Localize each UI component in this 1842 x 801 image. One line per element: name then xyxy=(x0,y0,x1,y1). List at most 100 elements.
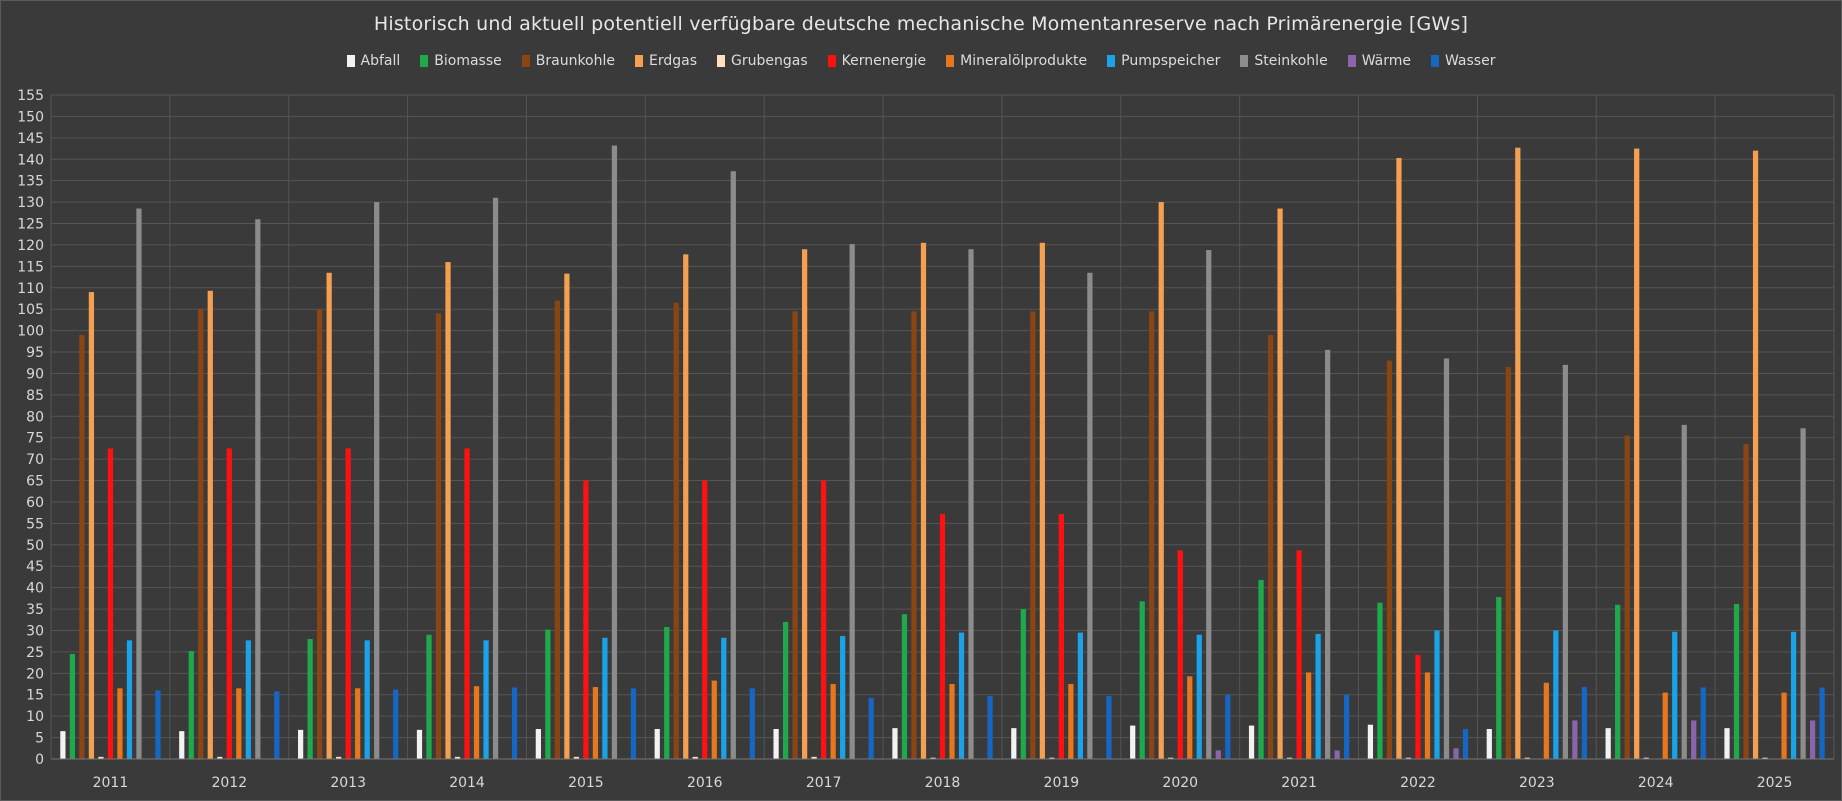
bar-kernenergie-2022 xyxy=(1415,654,1421,759)
bar-abfall-2019 xyxy=(1011,728,1017,759)
x-tick-label: 2018 xyxy=(925,775,961,791)
y-tick-label: 105 xyxy=(17,302,44,318)
legend-label: Erdgas xyxy=(649,53,698,69)
x-tick-label: 2024 xyxy=(1638,775,1674,791)
y-tick-label: 155 xyxy=(17,88,44,104)
bar-kernenergie-2017 xyxy=(821,480,827,759)
x-tick-label: 2011 xyxy=(93,775,129,791)
bar-erdgas-2015 xyxy=(564,273,570,759)
bar-wärme-2020 xyxy=(1215,750,1221,759)
bar-steinkohle-2017 xyxy=(849,244,855,759)
bar-steinkohle-2022 xyxy=(1443,358,1450,759)
bar-mineralölprodukte-2013 xyxy=(355,688,361,759)
bar-braunkohle-2020 xyxy=(1149,311,1155,759)
bar-pumpspeicher-2018 xyxy=(958,632,965,759)
legend-label: Grubengas xyxy=(731,53,808,69)
y-tick-label: 80 xyxy=(26,409,44,425)
chart-title: Historisch und aktuell potentiell verfüg… xyxy=(373,13,1469,35)
bar-kernenergie-2020 xyxy=(1177,550,1183,759)
bar-pumpspeicher-2023 xyxy=(1553,630,1559,759)
x-tick-label: 2020 xyxy=(1162,775,1198,791)
legend-swatch xyxy=(1107,55,1116,67)
legend-swatch xyxy=(346,55,355,67)
bar-abfall-2023 xyxy=(1486,729,1492,759)
y-tick-label: 50 xyxy=(26,538,44,554)
bar-grubengas-2015 xyxy=(573,756,580,759)
bar-wasser-2016 xyxy=(749,688,755,759)
legend-label: Pumpspeicher xyxy=(1121,53,1221,69)
bar-pumpspeicher-2011 xyxy=(126,640,133,759)
bar-steinkohle-2019 xyxy=(1087,272,1093,759)
legend-item-0: Abfall xyxy=(346,53,401,69)
bar-wasser-2020 xyxy=(1225,694,1231,759)
bar-kernenergie-2015 xyxy=(583,480,589,759)
bar-wasser-2025 xyxy=(1819,687,1825,759)
bar-biomasse-2024 xyxy=(1615,604,1621,759)
y-tick-label: 15 xyxy=(26,688,44,704)
y-tick-label: 110 xyxy=(17,281,44,297)
x-tick-label: 2012 xyxy=(211,775,247,791)
bar-grubengas-2017 xyxy=(811,756,817,759)
bar-braunkohle-2024 xyxy=(1624,435,1630,759)
bar-wärme-2023 xyxy=(1572,720,1578,759)
bar-steinkohle-2012 xyxy=(255,219,261,760)
bar-abfall-2016 xyxy=(654,729,660,759)
bar-wasser-2021 xyxy=(1344,694,1350,759)
legend-item-4: Grubengas xyxy=(717,53,808,69)
bar-pumpspeicher-2017 xyxy=(840,636,846,759)
bar-erdgas-2022 xyxy=(1396,157,1402,759)
bar-biomasse-2022 xyxy=(1377,602,1383,759)
bar-abfall-2011 xyxy=(60,731,66,759)
bar-pumpspeicher-2021 xyxy=(1315,633,1321,759)
bar-erdgas-2020 xyxy=(1158,202,1164,759)
bar-abfall-2025 xyxy=(1724,728,1730,759)
bar-biomasse-2021 xyxy=(1258,579,1264,759)
bar-wasser-2015 xyxy=(630,688,637,759)
legend-swatch xyxy=(1347,55,1356,67)
bar-mineralölprodukte-2012 xyxy=(236,688,242,759)
bar-braunkohle-2011 xyxy=(79,334,85,759)
legend-swatch xyxy=(946,55,955,67)
bar-abfall-2020 xyxy=(1130,725,1136,759)
bar-grubengas-2021 xyxy=(1286,757,1293,759)
y-tick-label: 5 xyxy=(35,731,44,747)
bar-pumpspeicher-2024 xyxy=(1672,631,1678,759)
bar-steinkohle-2021 xyxy=(1325,349,1331,759)
bar-braunkohle-2023 xyxy=(1505,367,1511,759)
bar-abfall-2018 xyxy=(892,728,898,759)
bar-steinkohle-2024 xyxy=(1681,424,1687,759)
bar-biomasse-2012 xyxy=(188,651,194,759)
bar-kernenergie-2014 xyxy=(464,448,470,759)
y-tick-label: 100 xyxy=(17,324,44,340)
bar-braunkohle-2018 xyxy=(911,311,917,759)
legend-label: Abfall xyxy=(360,53,401,69)
bar-mineralölprodukte-2025 xyxy=(1781,692,1787,759)
bar-steinkohle-2018 xyxy=(968,249,974,759)
y-tick-label: 55 xyxy=(26,516,44,532)
y-tick-label: 0 xyxy=(35,752,44,768)
legend-item-9: Wärme xyxy=(1347,53,1411,69)
x-tick-label: 2015 xyxy=(568,775,604,791)
bar-erdgas-2021 xyxy=(1277,208,1283,759)
legend-swatch xyxy=(635,55,644,67)
bar-erdgas-2024 xyxy=(1634,148,1640,759)
legend-label: Biomasse xyxy=(434,53,502,69)
bar-braunkohle-2013 xyxy=(317,309,323,759)
bar-kernenergie-2019 xyxy=(1058,513,1064,759)
bar-mineralölprodukte-2021 xyxy=(1305,672,1312,759)
bar-braunkohle-2017 xyxy=(792,311,798,759)
bar-wasser-2018 xyxy=(987,696,993,759)
legend-item-7: Pumpspeicher xyxy=(1107,53,1220,69)
bar-pumpspeicher-2013 xyxy=(364,640,370,759)
bar-steinkohle-2020 xyxy=(1206,250,1212,760)
bar-abfall-2024 xyxy=(1605,728,1611,759)
y-tick-label: 20 xyxy=(26,666,44,682)
y-tick-label: 40 xyxy=(26,581,44,597)
bar-wärme-2021 xyxy=(1334,750,1340,759)
y-tick-label: 35 xyxy=(26,602,44,618)
bar-wasser-2011 xyxy=(155,690,161,759)
y-tick-label: 60 xyxy=(26,495,44,511)
x-tick-label: 2016 xyxy=(687,775,723,791)
